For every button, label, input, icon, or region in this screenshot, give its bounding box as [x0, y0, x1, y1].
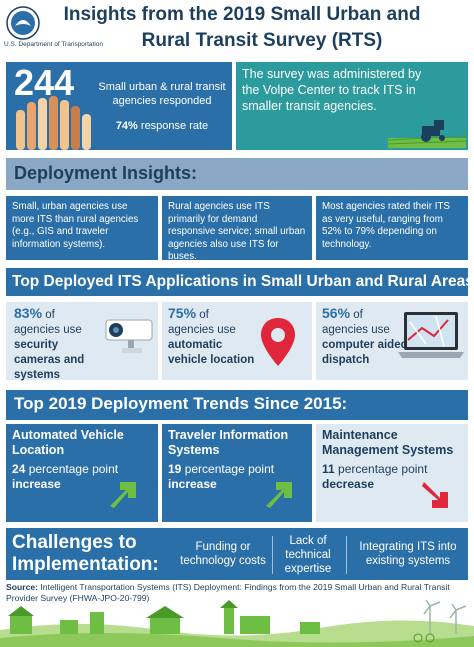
- header: [0, 0, 474, 58]
- laptop-map-icon: [398, 312, 464, 358]
- app-name: computer aided dispatch: [322, 339, 408, 366]
- app-prefix: of agencies use: [168, 309, 236, 336]
- dot-seal-icon: [6, 6, 40, 40]
- trend-title: Maintenance Management Systems: [322, 428, 454, 457]
- app-pct: 75%: [168, 305, 197, 321]
- app-text: 56% of agencies use computer aided dispa…: [322, 306, 412, 368]
- arrow-up-right-icon: [266, 482, 292, 508]
- challenge-item: Lack of technical expertise: [284, 535, 332, 575]
- response-rate: 74% response rate: [96, 120, 228, 132]
- trend-card-traveler-info: [162, 424, 312, 522]
- app-text: 83% of agencies use security cameras and…: [14, 306, 104, 383]
- page-title-line2: Rural Transit Survey (RTS): [141, 30, 383, 51]
- top-apps-heading: Top Deployed ITS Applications in Small U…: [12, 273, 474, 290]
- challenges-heading: Challenges to Implementation:: [12, 532, 159, 575]
- deployment-insight: Most agencies rated their ITS as very us…: [316, 196, 468, 260]
- app-pct: 83%: [14, 305, 43, 321]
- divider: [272, 536, 273, 574]
- source-citation: Source: Intelligent Transportation Syste…: [6, 582, 468, 604]
- security-camera-icon: [105, 319, 153, 353]
- trend-direction: increase: [12, 477, 61, 491]
- deployment-heading-bar: [6, 158, 468, 190]
- app-prefix: of agencies use: [14, 309, 82, 336]
- deployment-heading: Deployment Insights:: [14, 163, 198, 183]
- agency-name: U.S. Department of Transportation: [4, 41, 103, 48]
- app-pct: 56%: [322, 305, 351, 321]
- deployment-insight: Small, urban agencies use more ITS than …: [6, 196, 158, 260]
- trend-amount: 19: [168, 462, 182, 476]
- trend-unit: percentage point: [184, 462, 275, 476]
- rural-town-landscape-icon: [0, 600, 474, 647]
- trend-direction: decrease: [322, 477, 375, 491]
- divider: [346, 536, 347, 574]
- trend-title: Automated Vehicle Location: [12, 428, 124, 457]
- trend-card-avl: [6, 424, 158, 522]
- trend-amount: 11: [322, 462, 335, 476]
- app-name: security cameras and systems: [14, 339, 85, 381]
- trends-heading: Top 2019 Deployment Trends Since 2015:: [14, 394, 348, 413]
- trend-value: 11 percentage point decrease: [322, 462, 432, 492]
- location-pin-icon: [261, 318, 295, 366]
- source-text: Intelligent Transportation Systems (ITS)…: [6, 582, 450, 603]
- trend-value: 19 percentage point increase: [168, 462, 278, 492]
- challenge-item: Funding or technology costs: [180, 541, 266, 567]
- respondent-label: Small urban & rural transit agencies res…: [98, 81, 226, 107]
- deployment-insight: Rural agencies use ITS primarily for dem…: [162, 196, 312, 262]
- response-rate-label: response rate: [140, 120, 209, 132]
- trend-value: 24 percentage point increase: [12, 462, 122, 492]
- app-prefix: of agencies use: [322, 309, 390, 336]
- tractor-field-icon: [388, 120, 466, 148]
- raised-hands-icon: [16, 96, 91, 150]
- source-label: Source:: [6, 582, 38, 592]
- trend-title: Traveler Information Systems: [168, 428, 289, 457]
- trend-unit: percentage point: [338, 462, 428, 476]
- arrow-up-right-icon: [110, 482, 136, 508]
- arrow-down-right-icon: [422, 482, 448, 508]
- challenges-panel: [6, 528, 468, 580]
- challenge-item: Integrating ITS into existing systems: [359, 541, 457, 567]
- survey-note: The survey was administered by the Volpe…: [242, 67, 422, 113]
- top-apps-heading-bar: [6, 268, 468, 296]
- page-title-line1: Insights from the 2019 Small Urban and: [63, 4, 421, 25]
- app-text: 75% of agencies use automatic vehicle lo…: [168, 306, 258, 368]
- trend-unit: percentage point: [28, 462, 119, 476]
- respondent-count: 244: [14, 62, 75, 103]
- trends-heading-bar: [6, 390, 468, 420]
- trend-direction: increase: [168, 477, 217, 491]
- response-rate-value: 74%: [115, 120, 138, 132]
- trend-amount: 24: [12, 462, 26, 476]
- app-name: automatic vehicle location: [168, 339, 255, 366]
